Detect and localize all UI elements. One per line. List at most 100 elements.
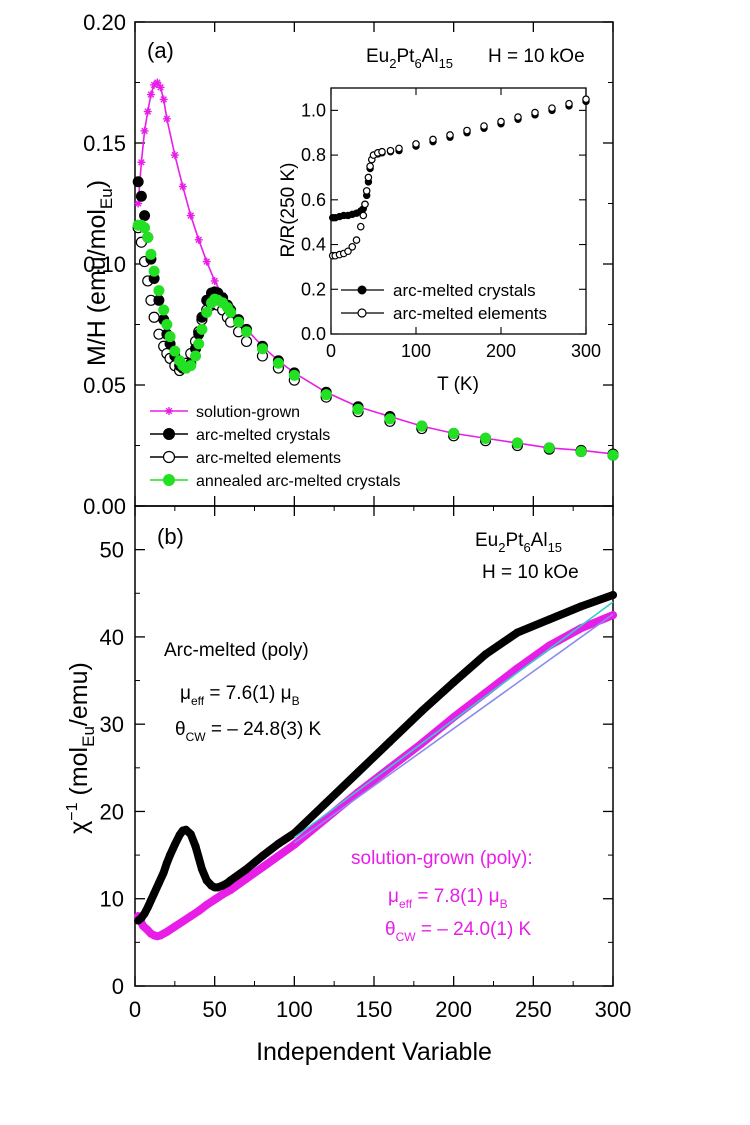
inset-legend-marker [357, 308, 367, 318]
inset-legend-marker [357, 285, 367, 295]
panel-a-legend-label: arc-melted crystals [196, 427, 330, 444]
panel-a-annealed-arc-melted-crystals-point [190, 350, 202, 362]
panel-a-legend-label: arc-melted elements [196, 450, 341, 467]
panel-a-x-ticks [134, 22, 614, 506]
panel-b-solution-grown-point [186, 912, 195, 921]
panel-a-solution-grown-point [137, 158, 146, 167]
panel-a-annealed-arc-melted-crystals-point [225, 306, 237, 318]
panel-a-annealed-arc-melted-crystals-point [196, 323, 208, 335]
panel-b: 0 10 20 30 40 50 0 50 100 150 200 250 300 χ−1 (molE… [64, 505, 631, 1066]
inset-y-tick-label: 0.6 [301, 190, 326, 210]
panel-b-arc-melted-crystals-point [202, 876, 211, 885]
inset-arc-melted-elements-point [366, 162, 374, 171]
panel-a-annealed-arc-melted-crystals-point [480, 432, 492, 444]
panel-a-y-tick-label: 0.05 [83, 373, 126, 398]
panel-b-arc-melted-crystals-point [191, 842, 200, 851]
panel-a: 0.000.050.100.150.20 M/H (emu/molEu) (a)… [83, 10, 619, 519]
panel-b-arc-melted-crystals-point [577, 602, 586, 611]
panel-a-arc-melted-crystals-point [132, 176, 144, 188]
panel-a-annealed-arc-melted-crystals-point [607, 449, 619, 461]
arc-fit-theta-cw: θCW = – 24.8(3) K [175, 719, 322, 744]
panel-a-legend-label: solution-grown [196, 404, 300, 421]
panel-b-arc-melted-crystals-point [143, 903, 152, 912]
panel-a-annealed-arc-melted-crystals-point [575, 446, 587, 458]
panel-b-solution-grown-point [258, 863, 267, 872]
panel-b-solution-fit-line [293, 613, 614, 844]
panel-b-arc-melted-crystals-point [609, 591, 617, 600]
panel-a-arc-melted-crystals-point [139, 210, 151, 222]
panel-b-label: (b) [157, 524, 184, 549]
panel-a-annealed-arc-melted-crystals-point [201, 306, 213, 318]
panel-a-y-tick-label: 0.00 [83, 494, 126, 519]
panel-a-arc-melted-crystals-point [135, 190, 147, 202]
inset-arc-melted-elements-point [497, 117, 505, 126]
panel-b-arc-melted-crystals-point [481, 650, 490, 659]
panel-b-arc-melted-crystals-point [186, 830, 195, 839]
panel-a-arc-melted-elements-point [148, 311, 160, 323]
panel-a-solution-grown-point [150, 80, 159, 89]
inset-arc-melted-elements-point [395, 144, 403, 153]
panel-b-arc-fit-line [293, 601, 614, 839]
inset-series [328, 95, 590, 260]
panel-a-annealed-arc-melted-crystals-point [241, 326, 253, 338]
inset-arc-melted-elements-point [362, 187, 371, 195]
inset-arc-melted-elements-point [582, 95, 590, 103]
panel-b-arc-melted-crystals-point [140, 909, 149, 918]
inset-arc-melted-elements-point [352, 236, 361, 244]
inset-arc-melted-elements-point [480, 122, 488, 130]
panel-b-arc-melted-crystals-point [150, 889, 159, 898]
panel-a-annealed-arc-melted-crystals-point [193, 338, 205, 350]
panel-a-annealed-arc-melted-crystals-point [320, 389, 332, 401]
inset-y-ticks: 0.0 0.2 0.4 0.6 0.8 1.0 [301, 100, 586, 344]
panel-a-solution-grown-point [159, 95, 168, 104]
panel-a-annealed-arc-melted-crystals-point [416, 420, 428, 432]
panel-a-y-tick-label: 0.10 [83, 252, 126, 277]
panel-b-solution-grown-point [194, 906, 203, 915]
inset-resistance: 0.0 0.2 0.4 0.6 0.8 1.0 0 100 200 300 R/R(250 K)… [278, 87, 601, 395]
panel-a-solution-grown-point [162, 114, 171, 123]
panel-b-arc-melted-crystals-point [385, 737, 394, 746]
panel-a-arc-melted-crystals-point [153, 294, 165, 306]
inset-x-tick-label: 0 [326, 341, 336, 361]
panel-b-solution-grown-point [210, 895, 219, 904]
panel-b-y-ticks: 0 10 20 30 40 50 [100, 505, 613, 999]
panel-a-legend-marker [163, 428, 175, 440]
panel-b-x-ticks: 0 50 100 150 200 250 300 [129, 506, 631, 1022]
inset-legend-label: arc-melted crystals [393, 281, 536, 300]
panel-b-arc-melted-crystals-point [162, 858, 171, 867]
panel-b-solution-grown-point [242, 874, 251, 883]
panel-a-solution-grown-point [146, 90, 155, 99]
panel-a-solution-grown-point [194, 235, 203, 244]
panel-a-compound: Eu2Pt6Al15 [366, 46, 453, 71]
inset-x-tick-label: 200 [486, 341, 516, 361]
panel-b-x-tick-label: 300 [595, 997, 632, 1022]
panel-b-y-tick-label: 40 [100, 625, 124, 650]
panel-b-x-tick-label: 100 [276, 997, 313, 1022]
panel-b-arc-melted-crystals-point [449, 678, 458, 687]
inset-y-tick-label: 0.0 [301, 324, 326, 344]
panel-a-solution-grown-point [178, 182, 187, 191]
panel-b-x-tick-label: 50 [202, 997, 226, 1022]
panel-a-arc-melted-elements-point [240, 335, 253, 348]
panel-a-annealed-arc-melted-crystals-point [169, 345, 181, 357]
panel-b-arc-melted-crystals-point [166, 851, 175, 860]
inset-y-tick-label: 0.8 [301, 145, 326, 165]
panel-b-x-tick-label: 150 [356, 997, 393, 1022]
panel-a-label: (a) [147, 38, 174, 63]
panel-a-legend: solution-grown arc-melted crystals arc-mel… [150, 404, 401, 490]
panel-b-x-tick-label: 250 [515, 997, 552, 1022]
inset-x-ticks: 0 100 200 300 [326, 88, 601, 361]
panel-a-solution-grown-point [202, 257, 211, 266]
panel-a-legend-marker [162, 450, 176, 464]
panel-a-annealed-arc-melted-crystals-point [145, 248, 157, 260]
inset-arc-melted-elements-point [446, 131, 454, 139]
inset-y-tick-label: 0.2 [301, 279, 326, 299]
inset-x-tick-label: 300 [571, 341, 601, 361]
panel-a-y-ticks: 0.000.050.100.150.20 [83, 10, 613, 519]
inset-arc-melted-elements-point [359, 211, 368, 220]
panel-b-arc-melted-crystals-point [242, 865, 251, 874]
inset-arc-melted-elements-point [514, 113, 522, 121]
arc-fit-mu-eff: μeff = 7.6(1) μB [180, 683, 300, 708]
inset-arc-melted-elements-point [548, 104, 556, 112]
